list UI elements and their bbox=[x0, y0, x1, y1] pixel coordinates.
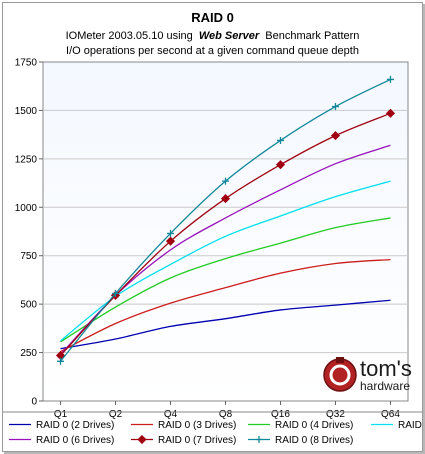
legend-item: RAID 0 (3 Drives) bbox=[131, 420, 236, 431]
plot-area bbox=[42, 61, 409, 402]
data-point bbox=[220, 194, 231, 204]
legend-item: RAID 0 (4 Drives) bbox=[248, 420, 353, 431]
y-tick-label: 1250 bbox=[15, 154, 38, 165]
x-tick-label: Q4 bbox=[164, 409, 178, 420]
legend-item: RAID 0 (5 Drives) bbox=[371, 420, 422, 431]
y-tick-label: 750 bbox=[20, 251, 37, 262]
chart-subtitle-2: I/O operations per second at a given com… bbox=[66, 45, 359, 57]
legend-label: RAID 0 (5 Drives) bbox=[398, 420, 422, 431]
y-tick-label: 0 bbox=[31, 397, 37, 408]
logo-subword: hardware bbox=[360, 379, 410, 393]
x-tick-label: Q64 bbox=[381, 409, 400, 420]
legend: RAID 0 (2 Drives) RAID 0 (3 Drives) RAID 0… bbox=[9, 420, 422, 446]
chart-subtitle: IOMeter 2003.05.10 using Web Server Benc… bbox=[66, 30, 360, 42]
legend-label: RAID 0 (4 Drives) bbox=[275, 420, 353, 431]
data-point bbox=[112, 289, 120, 297]
legend-label: RAID 0 (6 Drives) bbox=[36, 435, 114, 446]
legend-item: RAID 0 (8 Drives) bbox=[248, 435, 353, 446]
y-tick-label: 1750 bbox=[15, 58, 38, 69]
series-7 bbox=[57, 75, 394, 365]
data-point bbox=[222, 177, 229, 185]
legend-marker bbox=[255, 436, 263, 443]
logo-ring-icon bbox=[329, 364, 351, 386]
gridlines bbox=[43, 109, 408, 354]
series-1 bbox=[60, 299, 391, 350]
chart-title: RAID 0 bbox=[191, 10, 234, 25]
x-tick-label: Q8 bbox=[219, 409, 233, 420]
data-point bbox=[275, 160, 286, 170]
data-point bbox=[331, 103, 339, 111]
legend-label: RAID 0 (8 Drives) bbox=[275, 435, 353, 446]
toms-hardware-logo: tom's hardware bbox=[323, 356, 412, 393]
series-line bbox=[60, 258, 391, 353]
legend-label: RAID 0 (2 Drives) bbox=[36, 420, 114, 431]
data-point bbox=[276, 136, 284, 144]
logo-tooth-icon bbox=[336, 357, 344, 363]
data-point bbox=[385, 108, 396, 118]
x-axis: Q1 Q2 Q4 Q8 Q16 Q32 Q64 bbox=[54, 401, 400, 420]
subtitle-suffix: Benchmark Pattern bbox=[265, 30, 359, 42]
series-layer bbox=[55, 75, 396, 365]
legend-label: RAID 0 (3 Drives) bbox=[158, 420, 236, 431]
y-tick-label: 500 bbox=[20, 300, 37, 311]
subtitle-prefix: IOMeter 2003.05.10 using bbox=[66, 30, 193, 42]
legend-item: RAID 0 (6 Drives) bbox=[9, 435, 114, 446]
legend-label: RAID 0 (7 Drives) bbox=[158, 435, 236, 446]
x-tick-label: Q16 bbox=[271, 409, 290, 420]
logo-emblem-icon bbox=[323, 358, 357, 392]
data-point bbox=[167, 229, 175, 237]
data-point bbox=[330, 131, 341, 141]
data-point bbox=[165, 236, 176, 246]
legend-marker bbox=[137, 434, 147, 445]
y-axis: 0 250 500 750 1000 1250 1500 1750 bbox=[15, 58, 43, 408]
y-tick-label: 250 bbox=[20, 348, 37, 359]
series-line bbox=[60, 299, 391, 350]
data-point bbox=[386, 75, 394, 83]
legend-item: RAID 0 (7 Drives) bbox=[131, 434, 236, 446]
subtitle-emphasis: Web Server bbox=[199, 30, 260, 42]
y-tick-label: 1500 bbox=[15, 106, 38, 117]
data-point bbox=[57, 357, 65, 365]
logo-wordmark: tom's bbox=[360, 356, 412, 381]
y-tick-label: 1000 bbox=[15, 203, 38, 214]
line-chart: RAID 0 IOMeter 2003.05.10 using Web Serv… bbox=[3, 10, 422, 446]
x-tick-label: Q1 bbox=[54, 409, 68, 420]
legend-item: RAID 0 (2 Drives) bbox=[9, 420, 114, 431]
series-3 bbox=[60, 217, 391, 343]
series-line bbox=[60, 217, 391, 343]
x-tick-label: Q32 bbox=[326, 409, 345, 420]
series-2 bbox=[60, 258, 391, 353]
x-tick-label: Q2 bbox=[109, 409, 123, 420]
